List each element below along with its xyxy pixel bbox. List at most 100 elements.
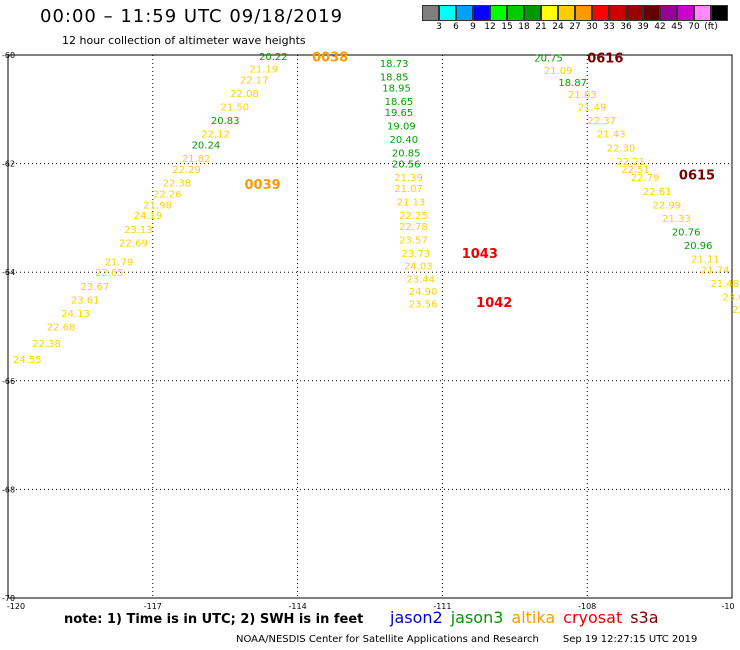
colorbar-tick-label: 36: [620, 22, 632, 32]
wave-height-value: 22.65: [95, 268, 124, 279]
wave-height-value: 24.03: [404, 262, 433, 273]
colorbar-tick-label: 39: [637, 22, 649, 32]
colorbar-tick-label: 3: [436, 22, 442, 32]
wave-height-value: 22.38: [32, 339, 61, 350]
wave-height-value: 22.08: [230, 89, 259, 100]
colorbar-swatch: [490, 5, 507, 21]
colorbar-tick-label: 27: [569, 22, 581, 32]
colorbar-swatch: [456, 5, 473, 21]
colorbar-swatch: [541, 5, 558, 21]
wave-height-value: 22.17: [240, 75, 269, 86]
map-frame: [7, 54, 733, 599]
legend-item-s3a: s3a: [630, 608, 659, 627]
satellite-legend: jason2 jason3 altika cryosat s3a: [390, 608, 667, 627]
wave-height-value: 21.50: [221, 103, 250, 114]
wave-height-value: 18.73: [380, 59, 409, 70]
colorbar-swatch: [439, 5, 456, 21]
longitude-label: -120: [7, 602, 25, 610]
wave-height-value: 20.83: [211, 116, 240, 127]
colorbar-tick-label: 9: [470, 22, 476, 32]
wave-height-value: 21.43: [597, 130, 626, 141]
footer: NOAA/NESDIS Center for Satellite Applica…: [236, 634, 697, 645]
colorbar-swatch: [694, 5, 711, 21]
colorbar-labels: 3 6 9 12 15 18 21 24 27 30 33 36 39 42 45 70 (ft): [422, 22, 740, 34]
wave-height-value: 21.82: [182, 154, 211, 165]
wave-height-value: 24.13: [61, 309, 90, 320]
wave-height-value: 22.26: [153, 189, 182, 200]
wave-height-value: 20.85: [392, 149, 421, 160]
wave-height-value: 22.37: [732, 305, 740, 316]
colorbar-swatch: [660, 5, 677, 21]
colorbar-swatch: [558, 5, 575, 21]
colorbar-swatch: [507, 5, 524, 21]
wave-height-value: 21.98: [143, 200, 172, 211]
wave-height-value: 20.56: [392, 160, 421, 171]
wave-height-value: 21.79: [105, 257, 134, 268]
colorbar-tick-label: 30: [586, 22, 598, 32]
pass-time-label: 0616: [587, 52, 623, 67]
legend-item-jason3: jason3: [450, 608, 504, 627]
pass-time-label: 1042: [476, 296, 512, 311]
wave-height-value: 18.85: [380, 73, 409, 84]
wave-height-value: 22.30: [607, 143, 636, 154]
colorbar-tick-label: (ft): [704, 22, 718, 32]
wave-height-value: 20.75: [534, 54, 563, 65]
wave-height-value: 21.33: [662, 214, 691, 225]
wave-height-value: 19.65: [385, 108, 414, 119]
wave-height-value: 23.44: [406, 275, 435, 286]
wave-height-value: 23.57: [399, 236, 428, 247]
colorbar-tick-label: 42: [654, 22, 666, 32]
wave-height-value: 21.09: [544, 66, 573, 77]
colorbar-tick-label: 70: [688, 22, 700, 32]
longitude-label: -10: [721, 602, 734, 610]
colorbar-tick-label: 24: [552, 22, 564, 32]
wave-height-value: 24.90: [409, 287, 438, 298]
pass-time-label: 0615: [679, 168, 715, 183]
footer-org: NOAA/NESDIS Center for Satellite Applica…: [236, 634, 539, 645]
colorbar-tick-label: 15: [501, 22, 513, 32]
wave-height-value: 18.87: [558, 78, 587, 89]
colorbar-tick-label: 6: [453, 22, 459, 32]
legend-item-jason2: jason2: [390, 608, 443, 627]
altimeter-map[interactable]: -60 -62 -64 -66 -68 -70-120 -117 -114 -111 -108 -1…: [0, 0, 740, 610]
wave-height-value: 22.61: [643, 187, 672, 198]
latitude-label: -64: [2, 268, 15, 277]
colorbar-swatch: [575, 5, 592, 21]
latitude-label: -62: [2, 160, 15, 169]
pass-time-label: 1043: [462, 247, 498, 262]
wave-height-value: 23.56: [409, 300, 438, 311]
wave-height-value: 22.69: [119, 238, 148, 249]
pass-time-label: 0039: [245, 178, 281, 193]
wave-height-value: 21.63: [568, 90, 597, 101]
latitude-label: -70: [2, 594, 15, 603]
colorbar-swatch: [643, 5, 660, 21]
wave-height-value: 23.73: [402, 249, 431, 260]
latitude-label: -68: [2, 485, 15, 494]
colorbar-swatch: [422, 5, 439, 21]
wave-height-value: 21.19: [249, 65, 278, 76]
colorbar-swatch: [524, 5, 541, 21]
pass-time-label: 0038: [312, 51, 348, 66]
wave-height-value: 20.40: [389, 135, 418, 146]
wave-height-value: 24.19: [134, 211, 163, 222]
wave-height-value: 23.06: [723, 293, 740, 304]
wave-height-value: 18.95: [382, 84, 411, 95]
wave-height-value: 24.55: [13, 355, 42, 366]
wave-height-value: 21.74: [701, 265, 730, 276]
wave-height-value: 22.68: [47, 323, 76, 334]
colorbar-tick-label: 21: [535, 22, 547, 32]
wave-height-value: 22.12: [201, 130, 230, 141]
colorbar-swatch: [711, 5, 728, 21]
wave-height-value: 20.22: [259, 52, 288, 63]
colorbar-swatch: [592, 5, 609, 21]
colorbar-tick-label: 12: [484, 22, 496, 32]
wave-height-value: 20.76: [672, 227, 701, 238]
wave-height-value: 20.96: [684, 241, 713, 252]
wave-height-value: 22.79: [631, 173, 660, 184]
wave-height-value: 22.25: [399, 211, 428, 222]
longitude-label: -111: [433, 602, 451, 610]
wave-height-value: 21.07: [394, 184, 423, 195]
latitude-label: -60: [2, 51, 15, 60]
wave-height-value: 21.49: [578, 103, 607, 114]
wave-height-value: 23.13: [124, 225, 153, 236]
